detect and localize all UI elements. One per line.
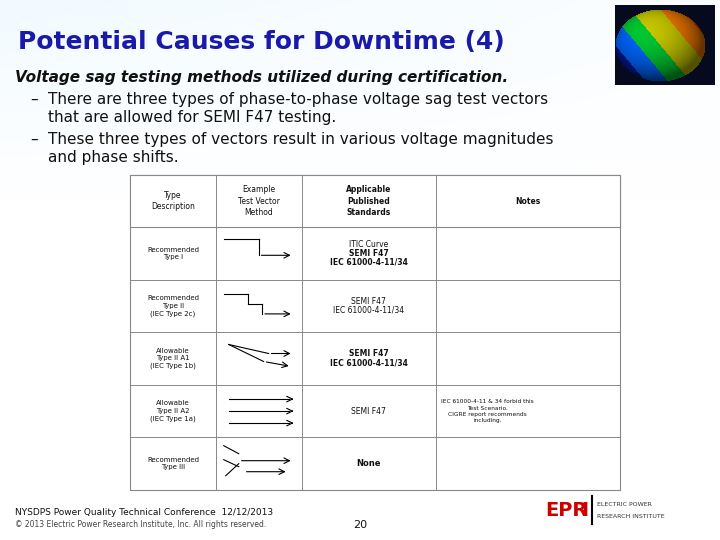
Text: Notes: Notes: [516, 197, 541, 206]
Text: SEMI F47: SEMI F47: [351, 297, 387, 306]
Text: ITIC Curve: ITIC Curve: [349, 240, 389, 249]
Bar: [0, 200, 720, 540]
Text: Type
Description: Type Description: [151, 191, 195, 211]
Text: Allowable
Type II A1
(IEC Type 1b): Allowable Type II A1 (IEC Type 1b): [150, 348, 196, 369]
Text: Recommended
Type II
(IEC Type 2c): Recommended Type II (IEC Type 2c): [147, 295, 199, 316]
Text: that are allowed for SEMI F47 testing.: that are allowed for SEMI F47 testing.: [48, 110, 336, 125]
Text: and phase shifts.: and phase shifts.: [48, 150, 179, 165]
Text: ELECTRIC POWER: ELECTRIC POWER: [597, 502, 652, 507]
Text: –: –: [30, 132, 37, 147]
Text: SEMI F47: SEMI F47: [349, 249, 389, 258]
Text: Recommended
Type III: Recommended Type III: [147, 457, 199, 470]
Text: SEMI F47: SEMI F47: [351, 407, 387, 416]
Text: I: I: [581, 501, 588, 519]
Text: Voltage sag testing methods utilized during certification.: Voltage sag testing methods utilized dur…: [15, 70, 508, 85]
Bar: [130, 175, 620, 490]
Text: IEC 61000-4-11 & 34 forbid this
Test Scenario.
CIGRE report recommends
including: IEC 61000-4-11 & 34 forbid this Test Sce…: [441, 399, 534, 423]
Text: SEMI F47: SEMI F47: [349, 349, 389, 359]
Text: RESEARCH INSTITUTE: RESEARCH INSTITUTE: [597, 514, 665, 518]
Text: IEC 61000-4-11/34: IEC 61000-4-11/34: [330, 359, 408, 368]
Text: NYSDPS Power Quality Technical Conference  12/12/2013: NYSDPS Power Quality Technical Conferenc…: [15, 508, 273, 517]
Text: These three types of vectors result in various voltage magnitudes: These three types of vectors result in v…: [48, 132, 554, 147]
Bar: [130, 175, 620, 227]
Text: Example
Test Vector
Method: Example Test Vector Method: [238, 185, 279, 217]
Text: None: None: [356, 459, 381, 468]
Text: –: –: [30, 92, 37, 107]
Text: © 2013 Electric Power Research Institute, Inc. All rights reserved.: © 2013 Electric Power Research Institute…: [15, 520, 266, 529]
Text: Recommended
Type I: Recommended Type I: [147, 247, 199, 260]
Text: EPR: EPR: [545, 501, 588, 519]
Text: 20: 20: [353, 520, 367, 530]
Text: IEC 61000-4-11/34: IEC 61000-4-11/34: [333, 306, 405, 315]
Text: IEC 61000-4-11/34: IEC 61000-4-11/34: [330, 258, 408, 267]
Text: Applicable
Published
Standards: Applicable Published Standards: [346, 185, 392, 217]
Text: There are three types of phase-to-phase voltage sag test vectors: There are three types of phase-to-phase …: [48, 92, 548, 107]
Text: Allowable
Type II A2
(IEC Type 1a): Allowable Type II A2 (IEC Type 1a): [150, 400, 196, 422]
Text: Potential Causes for Downtime (4): Potential Causes for Downtime (4): [18, 30, 505, 54]
